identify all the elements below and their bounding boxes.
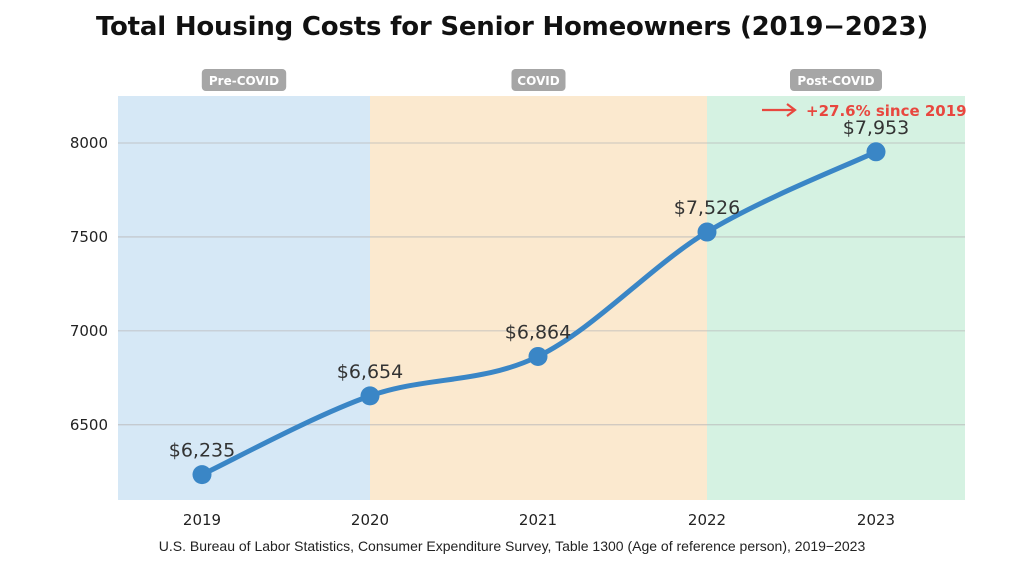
era-band-covid (370, 96, 707, 500)
y-tick-label: 7000 (70, 322, 108, 340)
x-tick-label: 2019 (183, 511, 221, 529)
x-tick-label: 2022 (688, 511, 726, 529)
arrow-right-icon (762, 103, 797, 117)
data-point (697, 222, 717, 242)
annotation-text: +27.6% since 2019 (806, 102, 967, 120)
data-points (192, 142, 886, 485)
data-label: $7,953 (843, 117, 909, 139)
annotation: +27.6% since 2019 (762, 102, 967, 120)
era-band-pre-covid (118, 96, 370, 500)
y-tick-label: 6500 (70, 416, 108, 434)
era-label: COVID (517, 74, 559, 88)
era-bands: Pre-COVID COVID Post-COVID (118, 69, 965, 500)
y-axis: 6500 7000 7500 8000 (70, 134, 108, 434)
source-note: U.S. Bureau of Labor Statistics, Consume… (158, 538, 866, 554)
x-tick-label: 2021 (519, 511, 557, 529)
x-axis: 2019 2020 2021 2022 2023 (183, 511, 895, 529)
era-badge (201, 69, 287, 91)
data-point (192, 465, 212, 485)
data-label: $6,864 (505, 321, 571, 343)
data-point (360, 386, 380, 406)
y-tick-label: 8000 (70, 134, 108, 152)
data-label: $7,526 (674, 197, 740, 219)
chart-title: Total Housing Costs for Senior Homeowner… (95, 12, 929, 42)
gridlines (118, 142, 965, 426)
data-label: $6,235 (169, 440, 235, 462)
data-label: $6,654 (337, 361, 403, 383)
era-badge (790, 69, 882, 91)
data-labels: $6,235 $6,654 $6,864 $7,526 $7,953 (169, 117, 909, 462)
era-badge (511, 69, 566, 91)
x-tick-label: 2023 (857, 511, 895, 529)
y-tick-label: 7500 (70, 228, 108, 246)
era-band-post-covid (707, 96, 965, 500)
era-label: Post-COVID (797, 74, 874, 88)
x-tick-label: 2020 (351, 511, 389, 529)
data-point (866, 142, 886, 162)
era-label: Pre-COVID (209, 74, 279, 88)
data-point (528, 346, 548, 366)
